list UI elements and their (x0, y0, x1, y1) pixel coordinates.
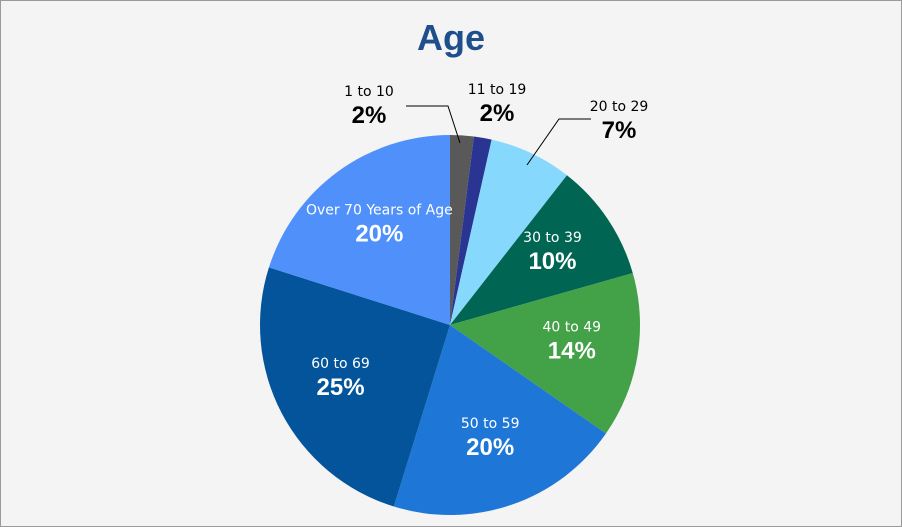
slice-value-11-to-19: 2% (480, 100, 515, 127)
slice-40-to-49 (450, 273, 641, 434)
leader-line-1-to-10 (406, 105, 461, 144)
slice-label-30-to-39: 30 to 39 (523, 230, 582, 246)
slice-label-50-to-59: 50 to 59 (461, 416, 520, 432)
slice-label-11-to-19: 11 to 19 (468, 82, 527, 98)
leader-line-20-to-29 (526, 118, 591, 166)
slice-label-over-70-years-of-age: Over 70 Years of Age (306, 202, 453, 218)
slice-30-to-39 (450, 175, 633, 325)
slice-value-40-to-49: 14% (548, 337, 596, 364)
slice-value-30-to-39: 10% (528, 248, 576, 275)
slice-label-60-to-69: 60 to 69 (311, 356, 370, 372)
slice-value-20-to-29: 7% (602, 117, 637, 144)
slice-value-50-to-59: 20% (466, 434, 514, 461)
slice-20-to-29 (450, 139, 567, 325)
slice-11-to-19 (450, 136, 492, 325)
slice-value-over-70-years-of-age: 20% (355, 220, 403, 247)
chart-title: Age (416, 17, 485, 58)
slice-value-1-to-10: 2% (352, 102, 387, 129)
slice-value-60-to-69: 25% (317, 374, 365, 401)
slice-label-1-to-10: 1 to 10 (344, 84, 394, 100)
slice-1-to-10 (450, 135, 474, 325)
slice-over-70-years-of-age (268, 135, 450, 325)
slice-50-to-59 (393, 325, 606, 516)
slice-label-20-to-29: 20 to 29 (590, 99, 649, 115)
slice-label-40-to-49: 40 to 49 (543, 319, 602, 335)
slice-60-to-69 (259, 267, 450, 507)
